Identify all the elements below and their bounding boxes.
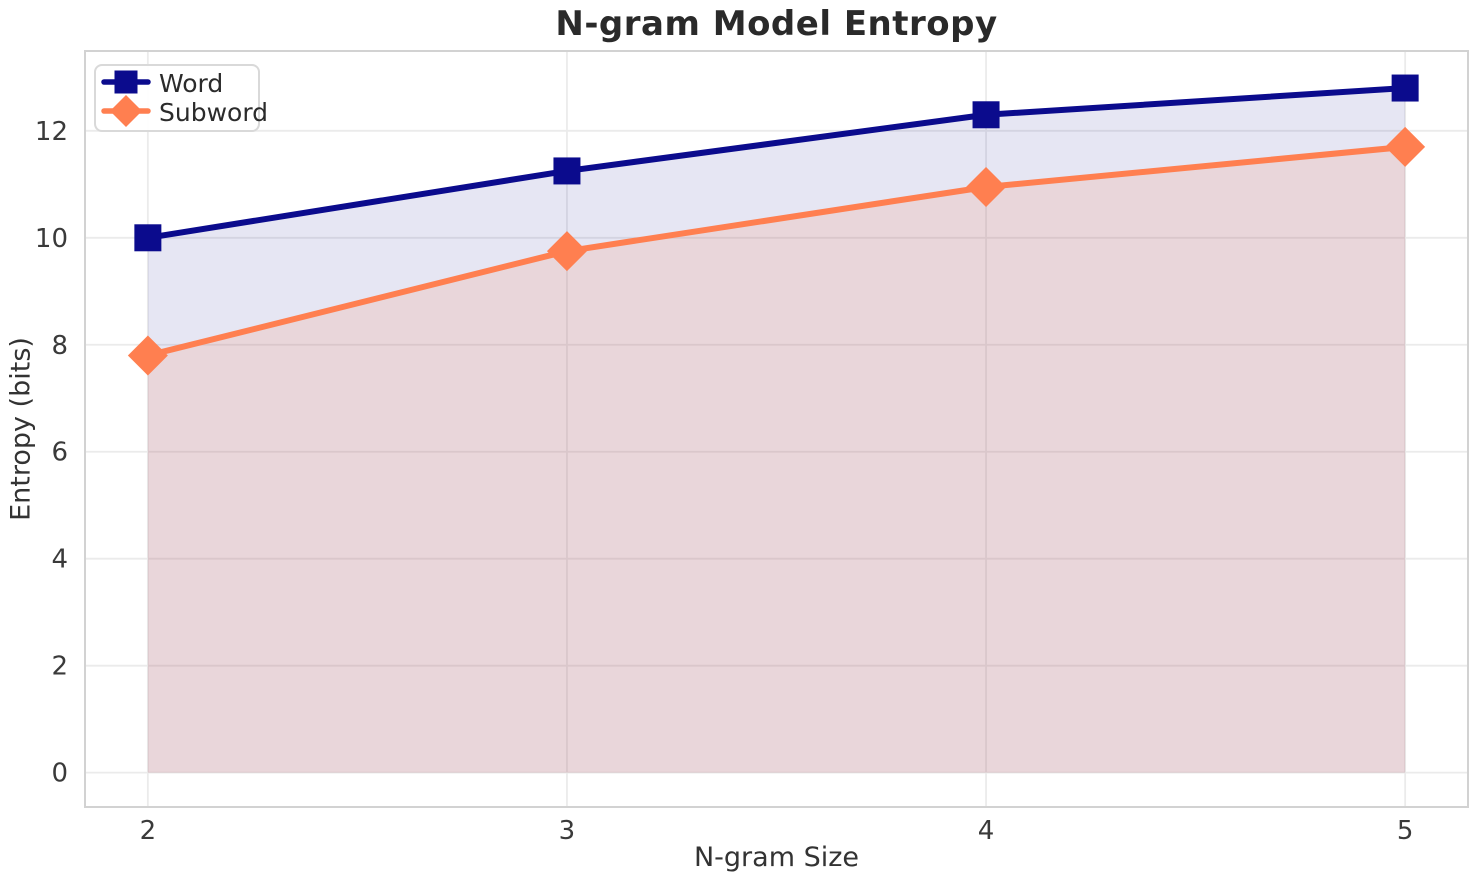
legend-item-word: Word bbox=[101, 68, 252, 100]
y-tick-label: 6 bbox=[51, 438, 68, 468]
data-point-square bbox=[1391, 74, 1419, 102]
x-axis-label: N-gram Size bbox=[693, 842, 860, 873]
word-series-square-icon bbox=[101, 68, 151, 100]
x-tick-label: 3 bbox=[559, 816, 576, 846]
data-point-diamond bbox=[546, 231, 587, 272]
data-point-square bbox=[972, 101, 1000, 129]
subword-series-diamond-icon bbox=[101, 94, 151, 129]
series-fill-word bbox=[147, 88, 1406, 773]
data-point-diamond bbox=[1385, 126, 1426, 167]
x-tick-label: 4 bbox=[978, 816, 995, 846]
series-line-word bbox=[144, 85, 1409, 241]
y-tick-label: 0 bbox=[51, 759, 68, 789]
legend-diamond-marker bbox=[110, 94, 142, 127]
legend-label-word: Word bbox=[159, 69, 224, 98]
legend-square-marker bbox=[114, 70, 138, 93]
y-axis-label: Entropy (bits) bbox=[5, 337, 37, 521]
data-point-square bbox=[134, 224, 162, 252]
x-tick-label: 5 bbox=[1397, 816, 1414, 846]
legend-label-subword: Subword bbox=[159, 98, 269, 127]
chart-title: N-gram Model Entropy bbox=[555, 4, 998, 44]
data-point-diamond bbox=[966, 166, 1007, 207]
legend: Word Subword bbox=[94, 64, 268, 132]
y-tick-label: 2 bbox=[51, 652, 68, 682]
data-point-diamond bbox=[127, 335, 168, 376]
series-line-subword bbox=[144, 143, 1409, 359]
y-tick-label: 12 bbox=[35, 117, 68, 147]
x-tick-label: 2 bbox=[140, 816, 157, 846]
y-tick-label: 4 bbox=[51, 545, 68, 575]
series-fill-subword bbox=[147, 146, 1406, 773]
data-point-square bbox=[553, 157, 581, 185]
legend-item-subword: Subword bbox=[101, 94, 268, 129]
plot-border bbox=[84, 50, 1469, 808]
y-tick-label: 10 bbox=[35, 224, 68, 254]
y-tick-label: 8 bbox=[51, 331, 68, 361]
